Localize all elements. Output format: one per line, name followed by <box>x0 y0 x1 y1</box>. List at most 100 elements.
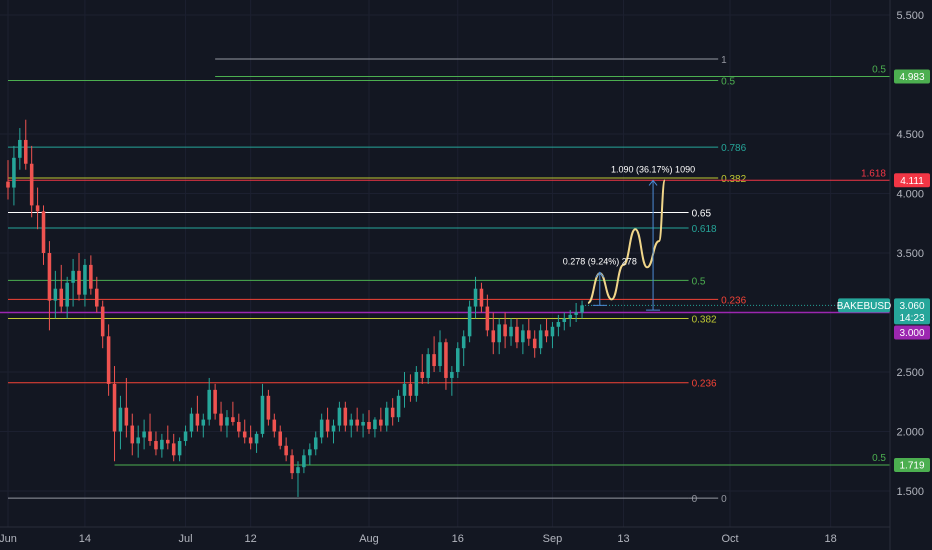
measure-label: 1.090 (36.17%) 1090 <box>611 164 695 174</box>
candle-body <box>515 326 519 343</box>
candle-body <box>461 336 466 349</box>
candle-body <box>420 372 425 378</box>
candle-body <box>89 264 93 289</box>
candle-body <box>503 324 507 337</box>
fib-level-label: 0.5 <box>692 276 706 287</box>
candle-body <box>124 407 129 426</box>
candle-body <box>438 342 442 367</box>
candle-body <box>213 389 217 414</box>
candle-body <box>171 443 176 456</box>
candle-body <box>562 318 567 323</box>
y-tick-label: 3.500 <box>896 248 924 260</box>
candle-body <box>361 421 365 426</box>
candle-body <box>254 433 259 444</box>
candle-body <box>432 354 436 367</box>
candle-body <box>450 372 454 378</box>
candle-body <box>538 330 543 349</box>
candle-body <box>390 407 395 418</box>
candle-body <box>94 288 99 307</box>
candle-body <box>18 139 22 158</box>
candle-body <box>6 181 10 188</box>
extended-level-label: 1.618 <box>861 168 886 179</box>
countdown-text: 14:23 <box>899 313 924 324</box>
candle-body <box>455 348 460 372</box>
fib-level-label: 0 <box>721 494 727 505</box>
candle-body <box>260 395 265 434</box>
fib-level-label: 0.382 <box>721 174 746 185</box>
candle-body <box>207 389 211 420</box>
candle-body <box>550 326 555 337</box>
candle-body <box>479 288 484 307</box>
price-badge <box>894 173 930 188</box>
fib-level-label: 0.786 <box>721 143 746 154</box>
candle-body <box>384 407 389 426</box>
candle-body <box>53 288 58 301</box>
candle-body <box>136 437 140 444</box>
candle-body <box>248 437 253 444</box>
candle-body <box>467 306 472 337</box>
x-tick-label: Oct <box>721 533 738 545</box>
measure-arrow <box>648 179 658 186</box>
candles <box>6 119 584 497</box>
candle-body <box>284 445 288 456</box>
candle-body <box>225 417 229 426</box>
candle-body <box>237 421 241 432</box>
candle-body <box>574 312 578 315</box>
candle-body <box>527 330 531 339</box>
x-tick-label: 12 <box>245 533 257 545</box>
candle-body <box>12 157 16 188</box>
candle-body <box>166 439 170 444</box>
candle-body <box>290 455 294 474</box>
candle-body <box>580 305 584 313</box>
candle-body <box>142 431 146 438</box>
candle-body <box>331 425 336 432</box>
candle-body <box>556 322 561 327</box>
candle-body <box>278 431 283 446</box>
candle-body <box>414 372 419 396</box>
candle-body <box>373 419 377 430</box>
candle-body <box>195 413 200 426</box>
purple-price-text: 3.000 <box>899 328 924 339</box>
fib-levels: 1 0.5 0.786 0.382 0.65 0.618 0.5 0.236 0.382 0.23… <box>0 55 890 505</box>
candle-body <box>219 413 223 426</box>
candle-body <box>396 395 401 418</box>
candle-body <box>532 338 537 349</box>
price-badge-text: 4.111 <box>900 176 924 187</box>
price-badge-text: 1.719 <box>899 460 924 471</box>
time-axis[interactable]: Jun 14 Jul 12 Aug 16 Sep 13 Oct 18 <box>0 533 837 545</box>
candle-body <box>272 419 277 432</box>
candle-body <box>266 395 271 420</box>
candle-body <box>544 330 549 337</box>
candle-body <box>29 163 34 206</box>
candle-body <box>497 324 501 343</box>
candle-body <box>308 449 312 456</box>
current-price-text: 3.060 <box>899 301 924 312</box>
x-tick-label: 13 <box>617 533 629 545</box>
candle-body <box>112 383 117 432</box>
fib-level-label: 0 <box>692 494 698 505</box>
fib-level-label: 0.618 <box>692 224 717 235</box>
candle-body <box>343 407 348 426</box>
candle-body <box>23 139 28 164</box>
candle-body <box>242 431 247 438</box>
candle-body <box>148 431 152 442</box>
x-tick-label: 18 <box>824 533 836 545</box>
candle-body <box>35 205 40 212</box>
fib-level-label: 0.5 <box>721 76 735 87</box>
candle-body <box>71 270 75 283</box>
candle-body <box>201 419 206 426</box>
measurements: 0.278 (9.24%) 278 1.090 (36.17%) 1090 <box>563 164 695 311</box>
x-tick-label: Aug <box>359 533 379 545</box>
candle-body <box>77 270 81 295</box>
fib-level-label: 0.382 <box>692 314 717 325</box>
candle-body <box>402 383 407 396</box>
candle-body <box>355 419 359 426</box>
purple-price-badge <box>894 325 930 340</box>
measure-label: 0.278 (9.24%) 278 <box>563 256 637 266</box>
symbol-badge <box>838 298 890 313</box>
candle-body <box>337 407 342 426</box>
candle-body <box>408 383 413 396</box>
current-price-badge <box>894 298 930 325</box>
candle-body <box>296 467 300 474</box>
